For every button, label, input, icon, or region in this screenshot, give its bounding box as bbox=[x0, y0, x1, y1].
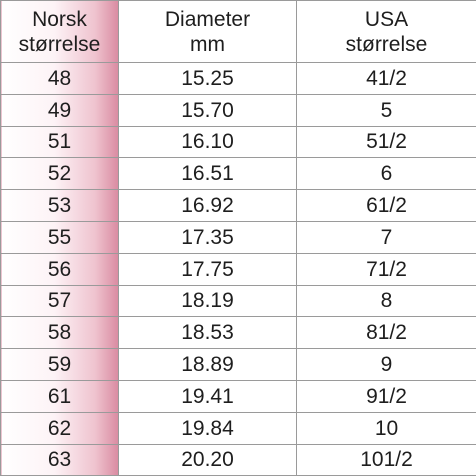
table-cell: 101/2 bbox=[296, 443, 476, 476]
table-row: 58 18.53 81/2 bbox=[0, 316, 476, 350]
header-cell: USA størrelse bbox=[296, 0, 476, 63]
header-text: størrelse bbox=[345, 32, 428, 56]
table-cell: 17.35 bbox=[118, 220, 297, 254]
table-cell: 49 bbox=[0, 93, 119, 127]
table-cell: 9 bbox=[296, 348, 476, 381]
table-cell: 16.92 bbox=[118, 189, 297, 222]
table-cell: 53 bbox=[0, 189, 119, 222]
table-row: 53 16.92 61/2 bbox=[0, 189, 476, 222]
table-cell: 51 bbox=[0, 125, 119, 159]
table-row: 56 17.75 71/2 bbox=[0, 252, 476, 286]
table-cell: 15.70 bbox=[118, 93, 297, 127]
header-cell: Diameter mm bbox=[118, 0, 297, 63]
header-row: Norsk størrelse Diameter mm USA størrelse bbox=[0, 0, 476, 63]
table-cell: 48 bbox=[0, 62, 119, 95]
table-cell: 58 bbox=[0, 316, 119, 350]
table-cell: 81/2 bbox=[296, 316, 476, 350]
table-cell: 7 bbox=[296, 220, 476, 254]
table-cell: 62 bbox=[0, 411, 119, 445]
header-text: Norsk bbox=[32, 7, 87, 31]
header-text: størrelse bbox=[18, 32, 101, 56]
table-cell: 6 bbox=[296, 157, 476, 191]
table-cell: 91/2 bbox=[296, 379, 476, 413]
table-row: 57 18.19 8 bbox=[0, 284, 476, 318]
table-row: 51 16.10 51/2 bbox=[0, 125, 476, 159]
table-cell: 71/2 bbox=[296, 252, 476, 286]
table-row: 49 15.70 5 bbox=[0, 93, 476, 127]
table-cell: 18.89 bbox=[118, 348, 297, 381]
table-cell: 5 bbox=[296, 93, 476, 127]
table-cell: 63 bbox=[0, 443, 119, 476]
table-cell: 61 bbox=[0, 379, 119, 413]
table-cell: 61/2 bbox=[296, 189, 476, 222]
table-row: 59 18.89 9 bbox=[0, 348, 476, 381]
table-cell: 18.19 bbox=[118, 284, 297, 318]
table-row: 52 16.51 6 bbox=[0, 157, 476, 191]
header-text: Diameter bbox=[164, 7, 251, 31]
table-cell: 16.10 bbox=[118, 125, 297, 159]
table-cell: 16.51 bbox=[118, 157, 297, 191]
header-cell: Norsk størrelse bbox=[0, 0, 119, 63]
table-cell: 56 bbox=[0, 252, 119, 286]
table-cell: 8 bbox=[296, 284, 476, 318]
table-cell: 18.53 bbox=[118, 316, 297, 350]
header-text: USA bbox=[364, 7, 409, 31]
table-cell: 57 bbox=[0, 284, 119, 318]
table-cell: 20.20 bbox=[118, 443, 297, 476]
table-row: 48 15.25 41/2 bbox=[0, 62, 476, 95]
table-cell: 55 bbox=[0, 220, 119, 254]
table-cell: 19.41 bbox=[118, 379, 297, 413]
header-text: mm bbox=[190, 32, 225, 56]
table-cell: 17.75 bbox=[118, 252, 297, 286]
table-cell: 52 bbox=[0, 157, 119, 191]
table-row: 62 19.84 10 bbox=[0, 411, 476, 445]
table-body: 48 15.25 41/2 49 15.70 5 51 16.10 51/2 52 16.51 6 53… bbox=[0, 62, 476, 476]
table-cell: 41/2 bbox=[296, 62, 476, 95]
table-cell: 59 bbox=[0, 348, 119, 381]
table-cell: 10 bbox=[296, 411, 476, 445]
table-cell: 19.84 bbox=[118, 411, 297, 445]
table-cell: 15.25 bbox=[118, 62, 297, 95]
table-cell: 51/2 bbox=[296, 125, 476, 159]
table-row: 61 19.41 91/2 bbox=[0, 379, 476, 413]
table-row: 55 17.35 7 bbox=[0, 220, 476, 254]
table-row: 63 20.20 101/2 bbox=[0, 443, 476, 476]
